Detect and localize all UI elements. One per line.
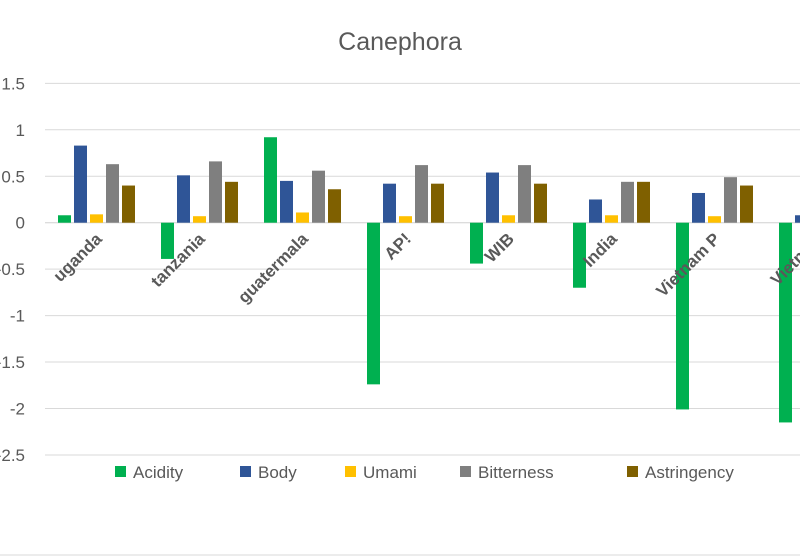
legend-label: Astringency [645,463,734,482]
bar-astringency [328,189,341,223]
bar-bitterness [724,177,737,223]
bar-acidity [367,222,380,385]
category-label: tanzania [147,229,209,291]
y-axis-ticks: 1.5 1 0.5 0 -0.5 -1 -1.5 -2 -2.5 [0,74,25,465]
bar-body [177,175,190,223]
legend-swatch-bitterness [460,466,471,477]
legend-label: Acidity [133,463,184,482]
bar-acidity [573,222,586,288]
y-tick-label: -0.5 [0,260,25,279]
bar-astringency [122,185,135,223]
legend-label: Bitterness [478,463,554,482]
bar-acidity [779,222,792,423]
legend-swatch-umami [345,466,356,477]
bar-umami [502,215,515,223]
y-tick-label: 0 [16,214,25,233]
bar-body [383,183,396,223]
bar-body [280,180,293,223]
bar-acidity [58,215,71,223]
bar-bitterness [312,170,325,223]
bar-body [589,199,602,223]
legend-label: Body [258,463,297,482]
bar-umami [605,215,618,223]
y-tick-label: -2 [10,400,25,419]
y-tick-label: -1 [10,307,25,326]
bar-astringency [637,181,650,223]
bar-astringency [740,185,753,223]
bar-body [74,145,87,223]
bar-bitterness [621,181,634,223]
bar-acidity [264,137,277,223]
bar-acidity [470,222,483,264]
bar-umami [193,216,206,223]
bar-bitterness [209,161,222,223]
bar-body [795,215,800,223]
legend: Acidity Body Umami Bitterness Astringency [115,463,734,482]
bar-umami [708,216,721,223]
y-tick-label: -1.5 [0,353,25,372]
y-tick-label: -2.5 [0,446,25,465]
category-label: AP! [381,229,415,263]
bar-astringency [534,183,547,223]
y-tick-label: 0.5 [1,167,25,186]
legend-swatch-body [240,466,251,477]
bar-body [692,192,705,223]
bar-body [486,172,499,223]
bar-bitterness [415,165,428,223]
bar-bitterness [106,164,119,223]
bar-umami [399,216,412,223]
bar-astringency [431,183,444,223]
bar-bitterness [518,165,531,223]
y-tick-label: 1.5 [1,74,25,93]
legend-label: Umami [363,463,417,482]
category-label: guatermala [234,229,312,307]
legend-swatch-acidity [115,466,126,477]
bar-acidity [676,222,689,410]
bar-acidity [161,222,174,259]
bar-umami [296,212,309,223]
bars [58,137,800,423]
chart-title: Canephora [338,28,462,56]
legend-swatch-astringency [627,466,638,477]
category-label: uganda [50,229,107,286]
bar-astringency [225,181,238,223]
y-tick-label: 1 [16,121,25,140]
bar-umami [90,214,103,223]
category-label: WIB [481,229,518,266]
